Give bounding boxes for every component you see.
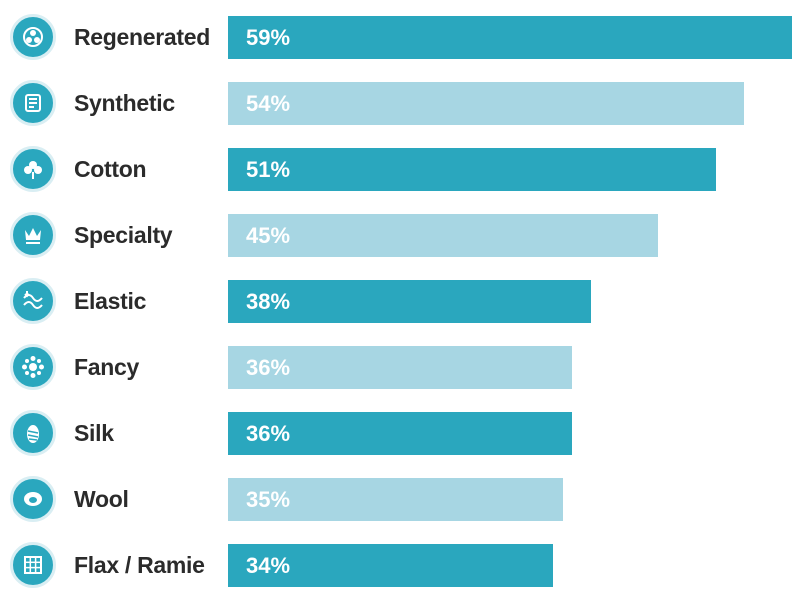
- bar-fancy: 36%: [228, 346, 572, 389]
- specialty-icon: [10, 212, 56, 258]
- category-label: Synthetic: [74, 90, 175, 116]
- bar-elastic: 38%: [228, 280, 591, 323]
- fiber-bar-chart: Regenerated 59% Synthetic 54% Cotton 51% Speci…: [0, 0, 792, 588]
- category-label: Silk: [74, 420, 114, 446]
- chart-row-wool: Wool 35%: [0, 462, 792, 528]
- chart-row-synthetic: Synthetic 54%: [0, 66, 792, 132]
- bar-cotton: 51%: [228, 148, 716, 191]
- bar-synthetic: 54%: [228, 82, 744, 125]
- bar-regenerated: 59%: [228, 16, 792, 59]
- fancy-icon: [10, 344, 56, 390]
- category-label: Fancy: [74, 354, 139, 380]
- elastic-icon: [10, 278, 56, 324]
- chart-row-elastic: Elastic 38%: [0, 264, 792, 330]
- category-label: Elastic: [74, 288, 147, 314]
- category-label: Cotton: [74, 156, 147, 182]
- synthetic-icon: [10, 80, 56, 126]
- value-label: 59%: [246, 25, 291, 50]
- bar-silk: 36%: [228, 412, 572, 455]
- category-label: Flax / Ramie: [74, 552, 205, 578]
- chart-row-cotton: Cotton 51%: [0, 132, 792, 198]
- bar-wool: 35%: [228, 478, 563, 521]
- chart-row-silk: Silk 36%: [0, 396, 792, 462]
- value-label: 36%: [246, 355, 291, 380]
- category-label: Specialty: [74, 222, 173, 248]
- value-label: 51%: [246, 157, 291, 182]
- value-label: 34%: [246, 553, 291, 578]
- category-label: Wool: [74, 486, 129, 512]
- bar-specialty: 45%: [228, 214, 658, 257]
- regenerated-icon: [10, 14, 56, 60]
- value-label: 54%: [246, 91, 291, 116]
- value-label: 45%: [246, 223, 291, 248]
- category-label: Regenerated: [74, 24, 211, 50]
- chart-row-fancy: Fancy 36%: [0, 330, 792, 396]
- wool-icon: [10, 476, 56, 522]
- value-label: 38%: [246, 289, 291, 314]
- value-label: 36%: [246, 421, 291, 446]
- chart-row-flax-ramie: Flax / Ramie 34%: [0, 528, 792, 594]
- bar-flax-ramie: 34%: [228, 544, 553, 587]
- value-label: 35%: [246, 487, 291, 512]
- silk-icon: [10, 410, 56, 456]
- cotton-icon: [10, 146, 56, 192]
- chart-row-regenerated: Regenerated 59%: [0, 0, 792, 66]
- chart-row-specialty: Specialty 45%: [0, 198, 792, 264]
- flax-ramie-icon: [10, 542, 56, 588]
